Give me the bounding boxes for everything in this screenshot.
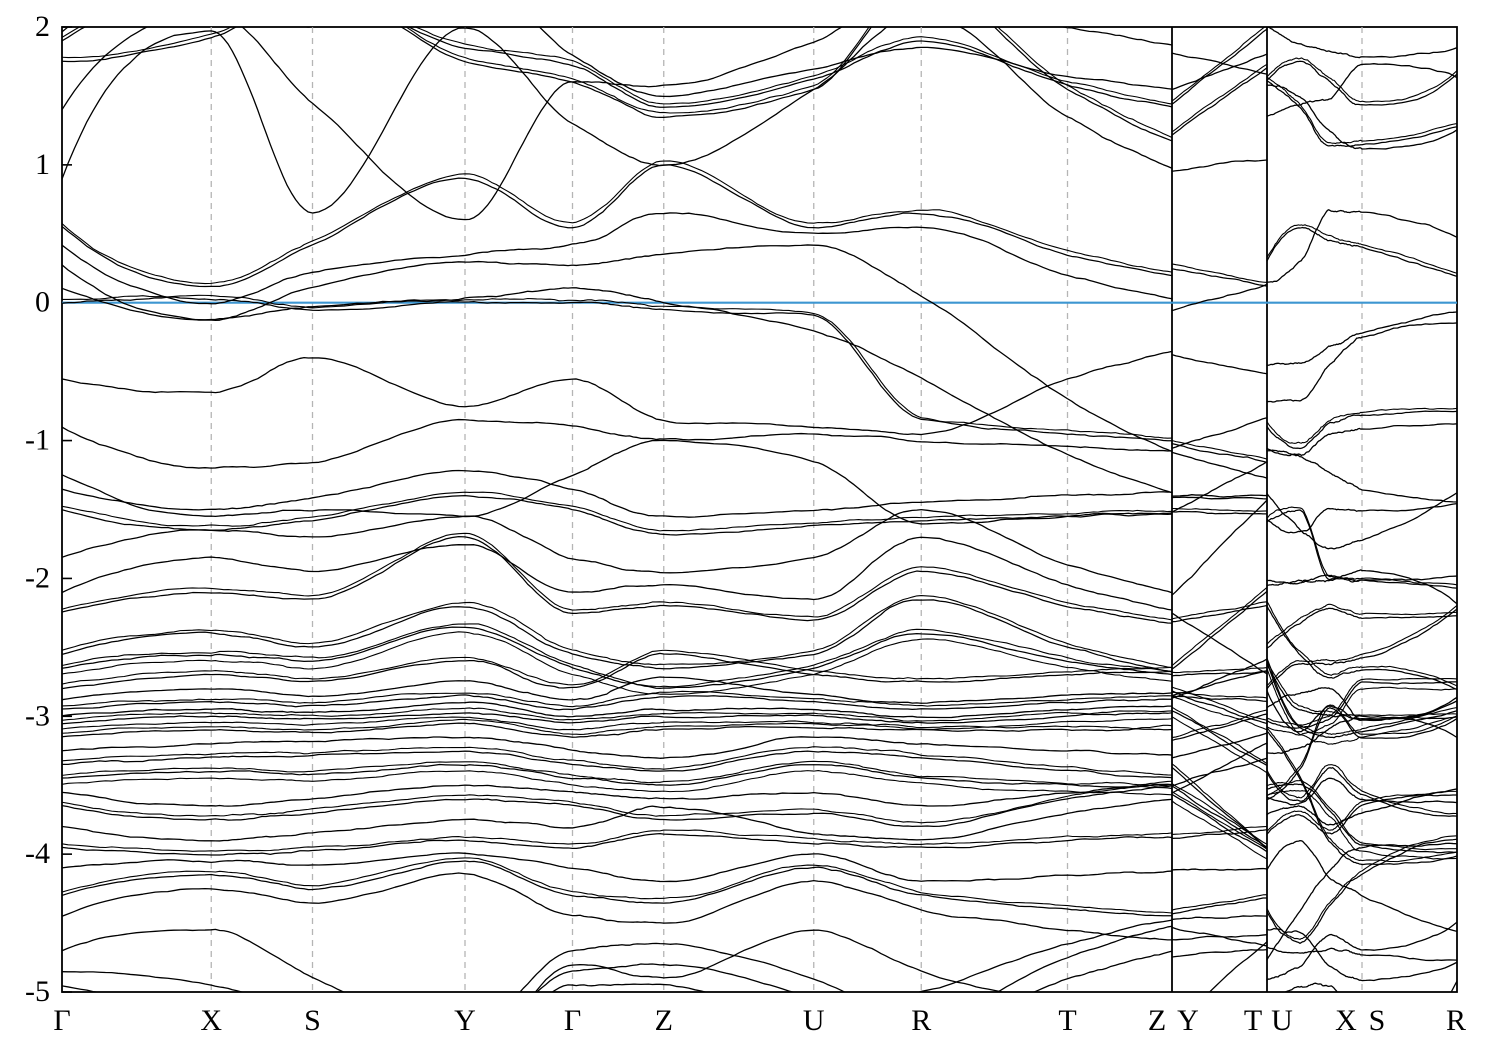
svg-text:Γ: Γ	[53, 1004, 70, 1037]
svg-text:X: X	[1335, 1004, 1357, 1037]
svg-text:Y: Y	[454, 1004, 476, 1037]
svg-text:S: S	[304, 1004, 321, 1037]
svg-text:X: X	[200, 1004, 222, 1037]
svg-text:-4: -4	[25, 837, 50, 870]
svg-text:T: T	[1244, 1004, 1262, 1037]
svg-text:T: T	[1058, 1004, 1076, 1037]
svg-text:Γ: Γ	[564, 1004, 581, 1037]
svg-text:2: 2	[35, 10, 50, 43]
svg-text:S: S	[1369, 1004, 1386, 1037]
svg-text:R: R	[1446, 1004, 1466, 1037]
svg-text:Z: Z	[1148, 1004, 1166, 1037]
svg-text:0: 0	[35, 286, 50, 319]
svg-text:-2: -2	[25, 561, 50, 594]
svg-text:-5: -5	[25, 975, 50, 1008]
svg-text:R: R	[911, 1004, 931, 1037]
svg-text:U: U	[1271, 1004, 1293, 1037]
svg-text:-1: -1	[25, 424, 50, 457]
svg-text:Z: Z	[655, 1004, 673, 1037]
svg-text:U: U	[803, 1004, 825, 1037]
svg-text:Y: Y	[1177, 1004, 1199, 1037]
svg-text:1: 1	[35, 148, 50, 181]
svg-text:-3: -3	[25, 699, 50, 732]
